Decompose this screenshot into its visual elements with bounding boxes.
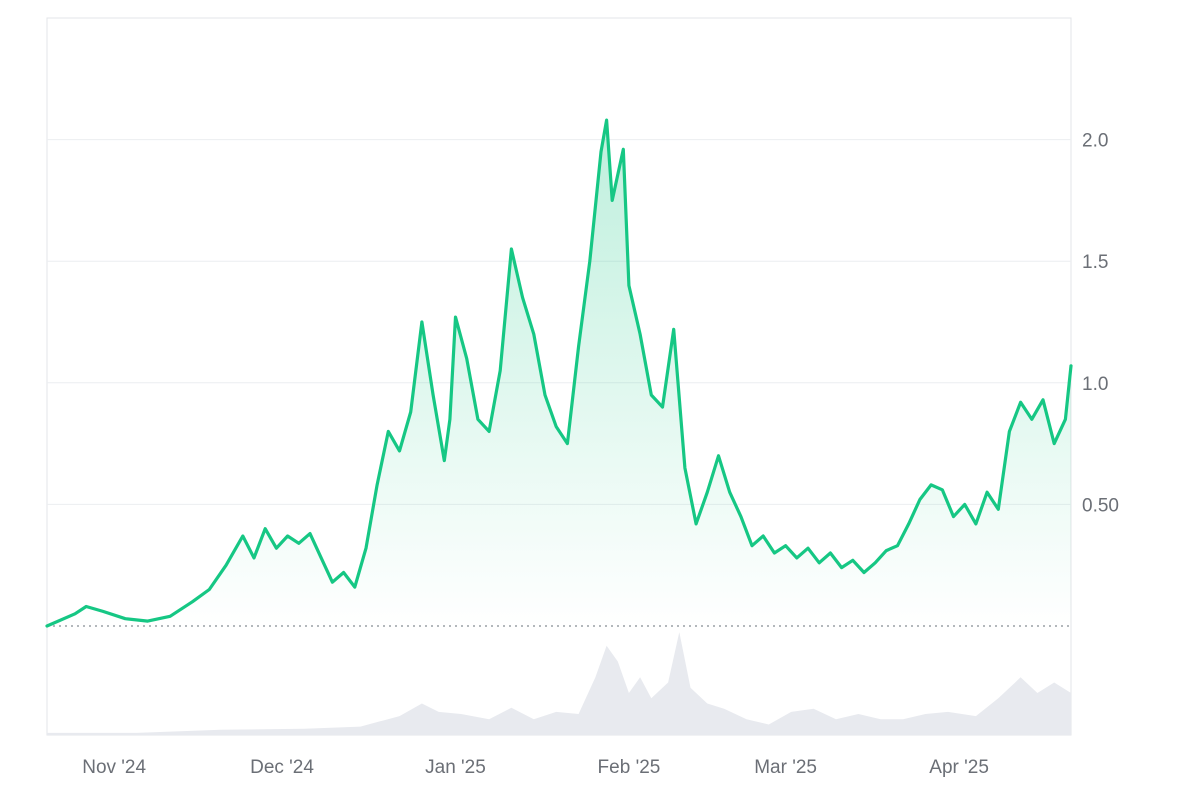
x-tick-label: Apr '25 — [929, 757, 989, 778]
volume-series — [47, 632, 1071, 735]
x-tick-label: Dec '24 — [250, 757, 314, 778]
x-tick-label: Jan '25 — [425, 757, 486, 778]
y-tick-label: 0.50 — [1082, 495, 1119, 516]
price-series[interactable] — [45, 118, 1073, 628]
volume-area — [47, 632, 1071, 735]
y-tick-label: 1.0 — [1082, 374, 1108, 395]
y-tick-label: 2.0 — [1082, 131, 1108, 152]
price-area — [47, 120, 1071, 626]
price-area-fill — [47, 120, 1071, 626]
y-tick-label: 1.5 — [1082, 252, 1108, 273]
x-tick-label: Feb '25 — [598, 757, 661, 778]
x-tick-label: Mar '25 — [754, 757, 817, 778]
y-axis: 0.50 1.0 1.5 2.0 — [1082, 131, 1119, 517]
price-line[interactable] — [45, 118, 1073, 628]
plot-frame — [46, 17, 1072, 736]
x-axis: Nov '24 Dec '24 Jan '25 Feb '25 Mar '25 Apr '… — [82, 757, 989, 778]
x-tick-label: Nov '24 — [82, 757, 146, 778]
